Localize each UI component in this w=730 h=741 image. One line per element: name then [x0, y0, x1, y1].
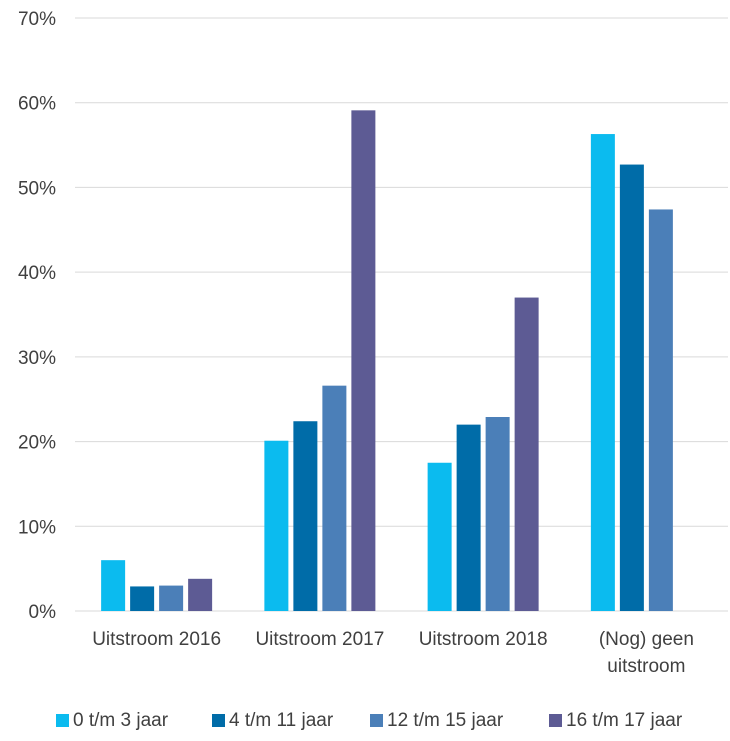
legend-label: 0 t/m 3 jaar: [73, 710, 169, 731]
legend-swatch: [212, 714, 225, 727]
bars: [101, 110, 673, 612]
bar: [322, 385, 347, 611]
x-axis-category-labels: Uitstroom 2016 Uitstroom 2017 Uitstroom 20…: [92, 629, 694, 677]
x-category-label-line: Uitstroom 2017: [255, 629, 384, 650]
bar: [619, 164, 644, 611]
bar: [130, 586, 155, 611]
gridlines: [75, 17, 728, 612]
y-tick-label: 30%: [18, 348, 56, 369]
x-category-label: Uitstroom 2018: [419, 629, 548, 650]
bar: [485, 417, 510, 611]
legend-swatch: [56, 714, 69, 727]
x-category-label-line: (Nog) geen: [599, 629, 694, 650]
bar: [264, 440, 289, 611]
bar: [293, 421, 318, 611]
bar: [101, 560, 126, 611]
legend-swatch: [549, 714, 562, 727]
legend-label: 4 t/m 11 jaar: [229, 710, 334, 731]
bar: [514, 297, 539, 611]
legend-item: 12 t/m 15 jaar: [370, 710, 504, 731]
legend-swatch: [370, 714, 383, 727]
bar: [188, 578, 213, 611]
bar: [456, 424, 481, 611]
x-category-label-line: Uitstroom 2016: [92, 629, 221, 650]
legend-label: 12 t/m 15 jaar: [387, 710, 504, 731]
y-tick-label: 40%: [18, 263, 56, 284]
y-tick-label: 10%: [18, 517, 56, 538]
x-category-label: (Nog) geen uitstroom: [599, 629, 694, 677]
legend: 0 t/m 3 jaar 4 t/m 11 jaar 12 t/m 15 jaar 1…: [56, 710, 683, 731]
x-category-label-line: uitstroom: [607, 656, 685, 677]
legend-item: 16 t/m 17 jaar: [549, 710, 683, 731]
bar: [159, 585, 184, 611]
y-tick-label: 60%: [18, 94, 56, 115]
x-category-label-line: Uitstroom 2018: [419, 629, 548, 650]
legend-item: 0 t/m 3 jaar: [56, 710, 169, 731]
bar: [427, 462, 452, 611]
legend-label: 16 t/m 17 jaar: [566, 710, 683, 731]
bar: [648, 209, 673, 611]
y-tick-label: 20%: [18, 433, 56, 454]
x-category-label: Uitstroom 2017: [255, 629, 384, 650]
legend-item: 4 t/m 11 jaar: [212, 710, 334, 731]
y-tick-label: 0%: [29, 602, 57, 623]
x-category-label: Uitstroom 2016: [92, 629, 221, 650]
y-tick-label: 70%: [18, 9, 56, 30]
y-tick-label: 50%: [18, 178, 56, 199]
bar: [590, 134, 615, 611]
bar: [351, 110, 376, 612]
y-axis-tick-labels: 0% 10% 20% 30% 40% 50% 60% 70%: [18, 9, 56, 623]
